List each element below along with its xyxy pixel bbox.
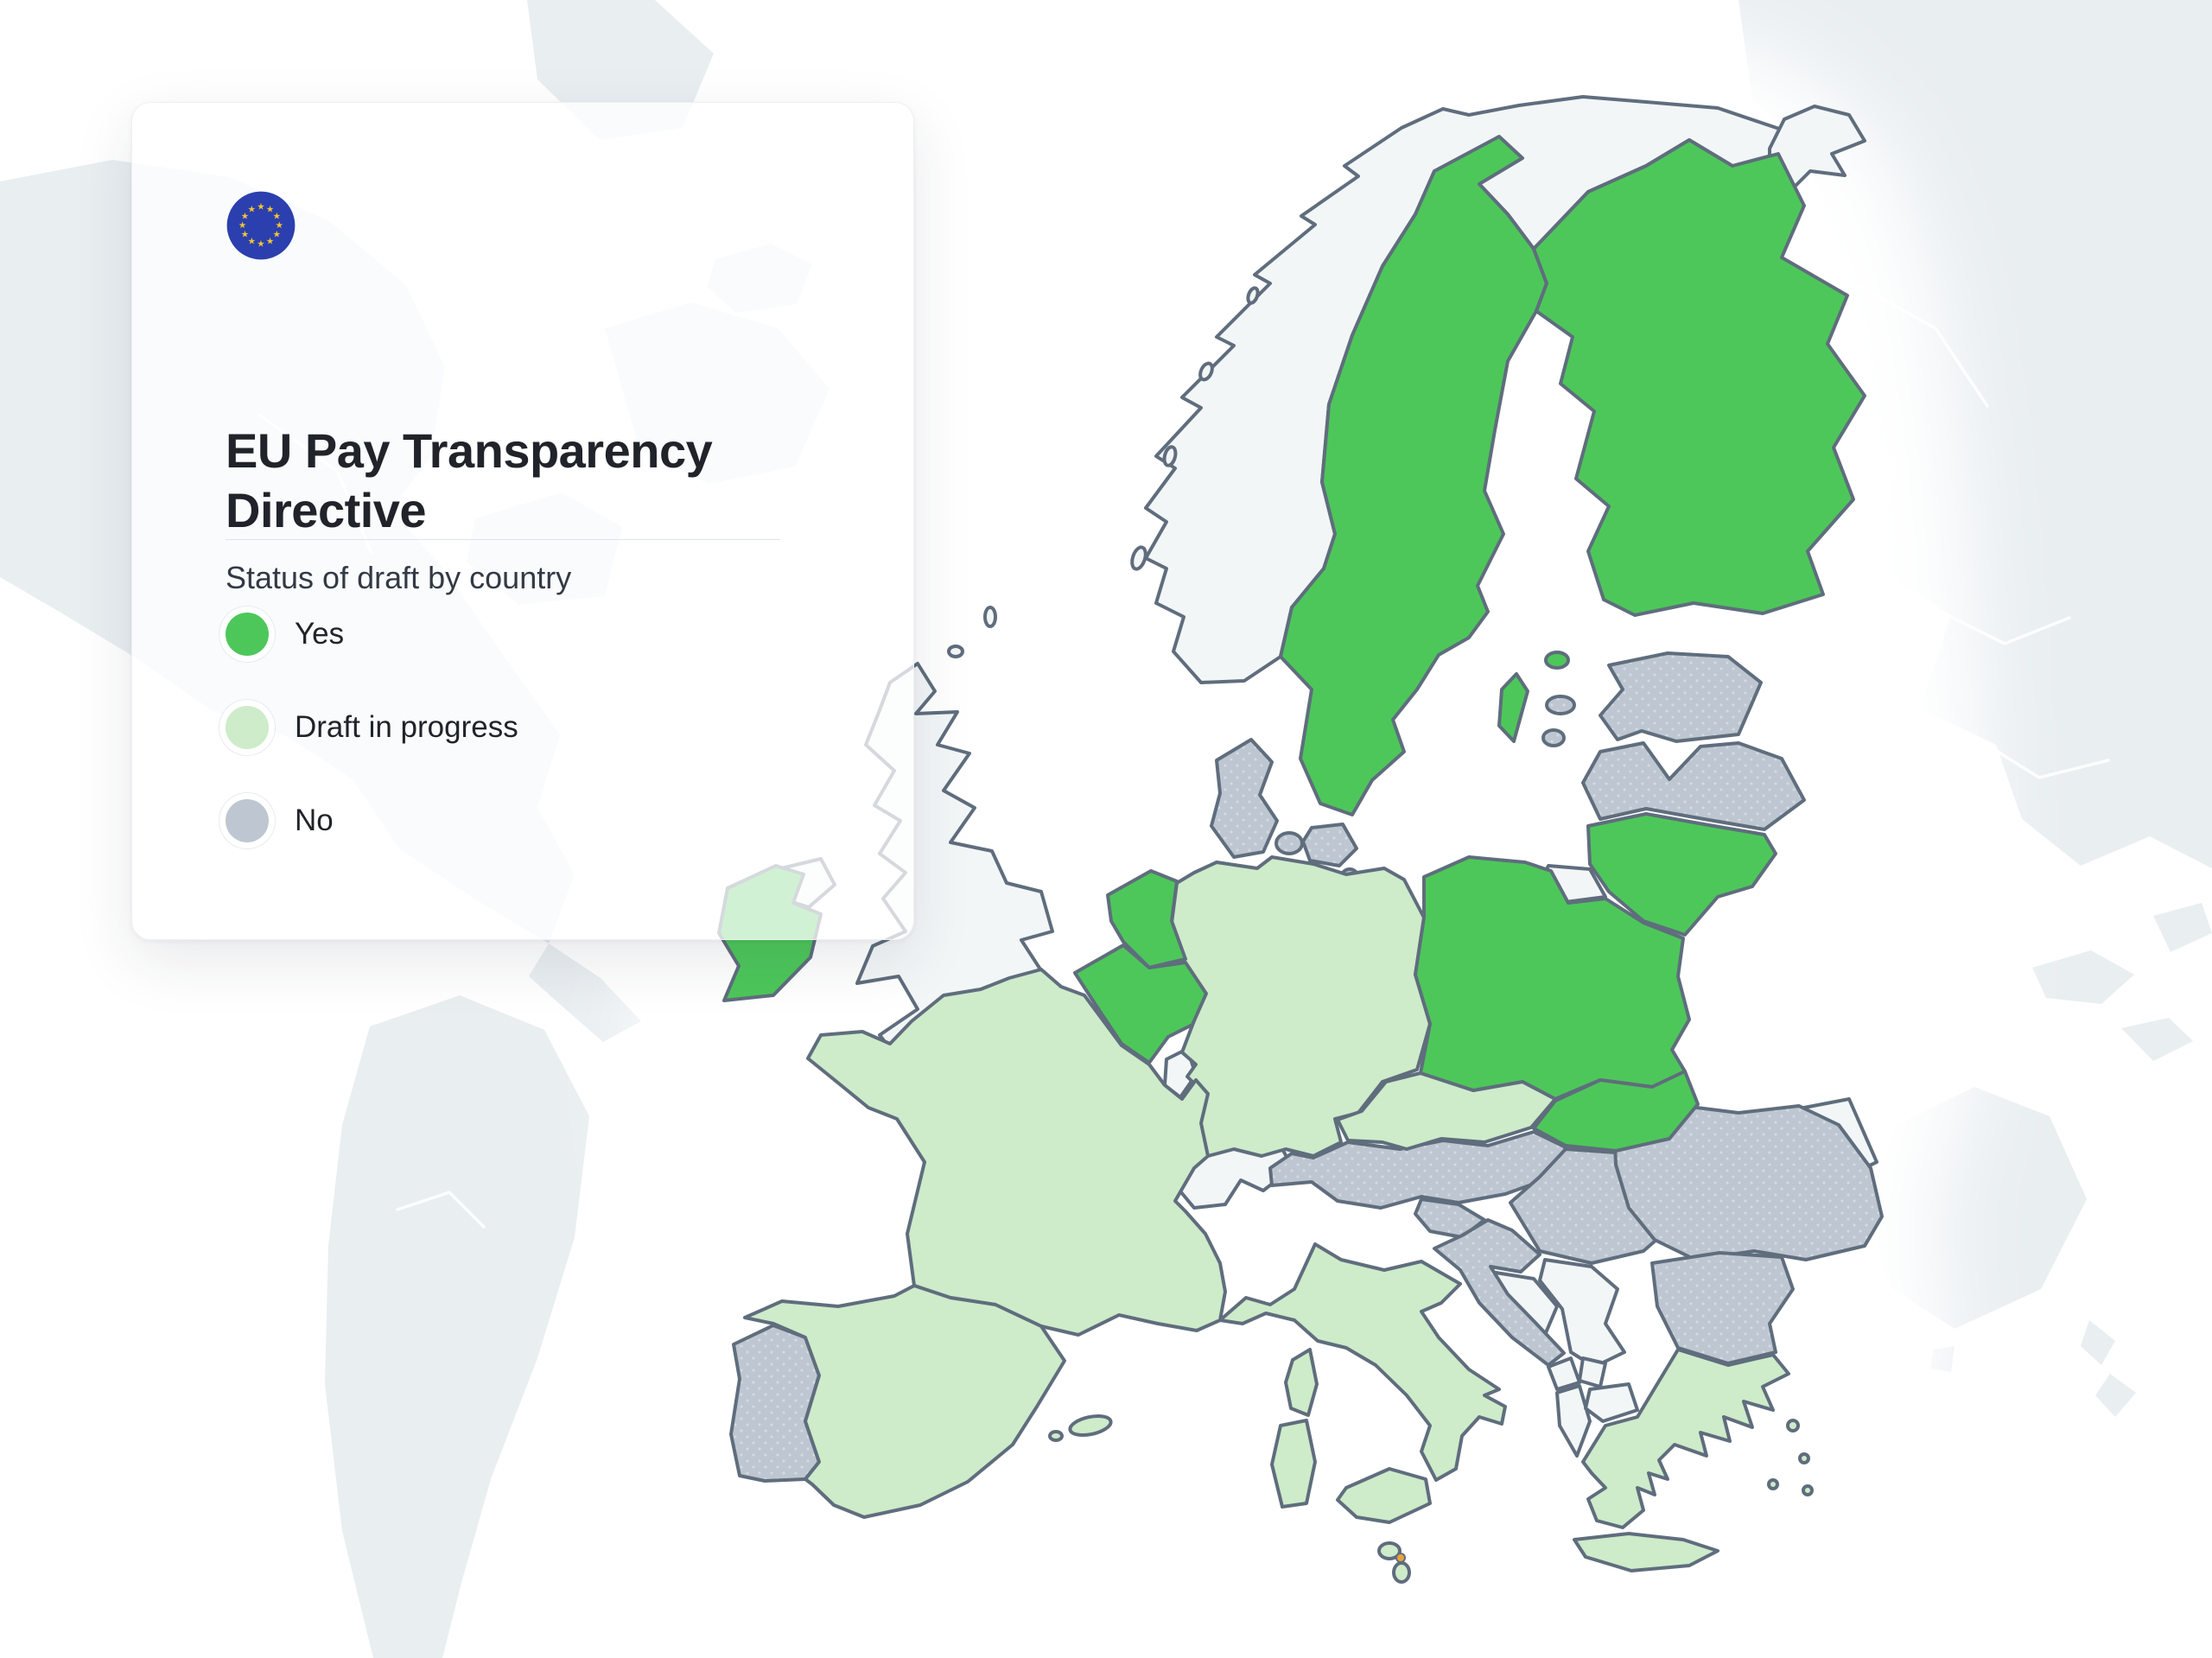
svg-text:★: ★: [241, 211, 250, 221]
country-poland[interactable]: [1414, 855, 1691, 1101]
background-central-america: [529, 943, 641, 1042]
malta-marker: [1395, 1553, 1406, 1563]
greece-island-1[interactable]: [1786, 1419, 1800, 1432]
greece-island-2[interactable]: [1798, 1452, 1810, 1464]
country-italy[interactable]: [1218, 1242, 1507, 1482]
background-border-line-5: [396, 1190, 486, 1229]
sweden-gotland[interactable]: [1497, 672, 1529, 743]
norway-island-2[interactable]: [1162, 445, 1178, 467]
svg-text:★: ★: [248, 205, 257, 215]
greece-crete[interactable]: [1573, 1532, 1719, 1572]
svg-text:★: ★: [257, 238, 265, 249]
background-se-asia-3: [2121, 1018, 2193, 1061]
country-slovakia[interactable]: [1532, 1070, 1700, 1153]
svg-text:★: ★: [257, 202, 265, 213]
legend: Yes Draft in progress No: [226, 611, 804, 891]
page-title: EU Pay Transparency Directive: [226, 422, 713, 537]
legend-swatch-draft: [226, 706, 269, 749]
uk-orkney[interactable]: [947, 645, 964, 658]
country-north-macedonia[interactable]: [1584, 1382, 1639, 1423]
estonia-saaremaa[interactable]: [1545, 695, 1576, 715]
country-france[interactable]: [806, 968, 1227, 1337]
country-latvia[interactable]: [1581, 741, 1806, 831]
italy-sardinia[interactable]: [1270, 1419, 1317, 1509]
country-spain[interactable]: [743, 1284, 1066, 1519]
background-border-line-3: [1968, 733, 2110, 779]
country-netherlands[interactable]: [1106, 869, 1187, 969]
eu-flag-icon: ★ ★ ★ ★ ★ ★ ★ ★ ★ ★ ★ ★: [226, 191, 296, 260]
country-estonia[interactable]: [1599, 651, 1763, 743]
page-subtitle: Status of draft by country: [226, 560, 572, 595]
background-new-zealand-south: [2095, 1374, 2136, 1417]
legend-item-yes: Yes: [226, 611, 804, 657]
background-south-america: [325, 995, 589, 1658]
country-portugal[interactable]: [729, 1324, 821, 1483]
legend-swatch-yes: [226, 613, 269, 656]
denmark-funen[interactable]: [1274, 831, 1304, 855]
svg-text:★: ★: [273, 211, 282, 221]
greece-island-3[interactable]: [1767, 1478, 1779, 1490]
country-finland[interactable]: [1532, 138, 1866, 617]
country-romania[interactable]: [1612, 1104, 1884, 1261]
norway-island-1[interactable]: [1129, 545, 1147, 571]
country-greece[interactable]: [1581, 1348, 1790, 1529]
svg-text:★: ★: [248, 236, 257, 246]
svg-text:★: ★: [276, 220, 284, 231]
svg-text:★: ★: [266, 205, 275, 215]
svg-text:★: ★: [238, 220, 247, 231]
country-lithuania[interactable]: [1586, 812, 1777, 937]
info-card: ★ ★ ★ ★ ★ ★ ★ ★ ★ ★ ★ ★ EU Pay Transpare…: [131, 102, 914, 940]
country-malta-gozo[interactable]: [1377, 1541, 1402, 1560]
country-albania[interactable]: [1555, 1384, 1592, 1458]
background-new-zealand-north: [2081, 1320, 2115, 1365]
country-belgium[interactable]: [1073, 943, 1208, 1064]
country-bulgaria[interactable]: [1650, 1251, 1795, 1365]
legend-label-no: No: [295, 804, 334, 837]
denmark-zealand[interactable]: [1301, 823, 1358, 867]
country-serbia[interactable]: [1538, 1258, 1626, 1369]
legend-item-no: No: [226, 797, 804, 844]
estonia-hiiumaa[interactable]: [1541, 728, 1566, 747]
countries-layer: [717, 95, 1884, 1584]
norway-island-4[interactable]: [1246, 286, 1260, 305]
svg-text:★: ★: [266, 236, 275, 246]
finland-aland[interactable]: [1544, 651, 1570, 670]
spain-ibiza[interactable]: [1048, 1430, 1064, 1442]
italy-sicily[interactable]: [1336, 1467, 1432, 1524]
greece-island-4[interactable]: [1802, 1484, 1814, 1496]
spain-mallorca[interactable]: [1068, 1413, 1113, 1439]
svg-text:★: ★: [273, 230, 282, 240]
divider: [226, 539, 780, 540]
country-malta-main[interactable]: [1392, 1561, 1411, 1584]
legend-label-draft: Draft in progress: [295, 710, 518, 744]
legend-item-draft: Draft in progress: [226, 704, 804, 751]
background-se-asia-1: [2032, 950, 2134, 1004]
svg-text:★: ★: [241, 230, 250, 240]
country-croatia[interactable]: [1433, 1218, 1566, 1367]
country-kosovo[interactable]: [1578, 1356, 1607, 1388]
legend-swatch-no: [226, 799, 269, 842]
uk-shetland[interactable]: [983, 606, 997, 628]
legend-label-yes: Yes: [295, 617, 345, 651]
norway-island-3[interactable]: [1198, 361, 1214, 382]
background-se-asia-2: [2153, 903, 2212, 952]
country-czechia[interactable]: [1336, 1071, 1557, 1151]
country-denmark[interactable]: [1210, 738, 1279, 859]
france-corsica[interactable]: [1284, 1348, 1319, 1417]
